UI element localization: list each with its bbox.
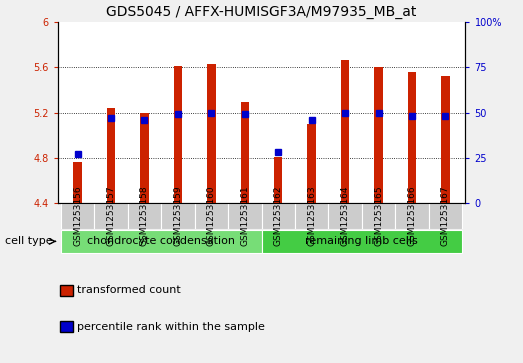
Bar: [408, 72, 416, 203]
Bar: [429, 203, 462, 229]
Bar: [395, 203, 429, 229]
Text: GSM1253156: GSM1253156: [73, 185, 82, 246]
Bar: [207, 64, 215, 203]
Bar: [195, 203, 228, 229]
Bar: [128, 203, 161, 229]
Text: GSM1253162: GSM1253162: [274, 186, 283, 246]
Bar: [107, 108, 115, 203]
Text: transformed count: transformed count: [77, 285, 181, 295]
Title: GDS5045 / AFFX-HUMISGF3A/M97935_MB_at: GDS5045 / AFFX-HUMISGF3A/M97935_MB_at: [106, 5, 417, 19]
Bar: [161, 203, 195, 229]
Text: GSM1253159: GSM1253159: [174, 185, 183, 246]
Text: GSM1253158: GSM1253158: [140, 185, 149, 246]
Bar: [308, 124, 316, 203]
Text: GSM1253163: GSM1253163: [307, 185, 316, 246]
Bar: [374, 67, 383, 203]
Bar: [341, 60, 349, 203]
Bar: [328, 203, 362, 229]
Bar: [274, 157, 282, 203]
Bar: [73, 163, 82, 203]
Bar: [174, 66, 182, 203]
Text: GSM1253161: GSM1253161: [240, 185, 249, 246]
Text: GSM1253160: GSM1253160: [207, 185, 216, 246]
Bar: [262, 203, 295, 229]
Bar: [61, 203, 94, 229]
Bar: [241, 102, 249, 203]
Text: GSM1253165: GSM1253165: [374, 185, 383, 246]
Bar: [362, 203, 395, 229]
Text: chondrocyte condensation: chondrocyte condensation: [87, 236, 235, 246]
Bar: [295, 203, 328, 229]
Text: GSM1253164: GSM1253164: [340, 186, 349, 246]
Bar: [262, 230, 462, 253]
Bar: [441, 76, 450, 203]
Text: GSM1253157: GSM1253157: [107, 185, 116, 246]
Text: cell type: cell type: [5, 236, 53, 246]
Text: GSM1253166: GSM1253166: [407, 185, 416, 246]
Bar: [140, 113, 149, 203]
Bar: [228, 203, 262, 229]
Text: remaining limb cells: remaining limb cells: [305, 236, 418, 246]
Text: percentile rank within the sample: percentile rank within the sample: [77, 322, 265, 332]
Bar: [61, 230, 262, 253]
Bar: [94, 203, 128, 229]
Text: GSM1253167: GSM1253167: [441, 185, 450, 246]
